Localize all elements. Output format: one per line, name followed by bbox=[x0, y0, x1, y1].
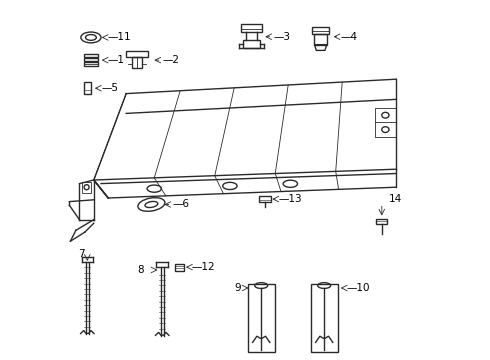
Bar bbox=[82, 182, 91, 193]
Bar bbox=[311, 284, 338, 352]
Text: —12: —12 bbox=[192, 262, 215, 272]
Bar bbox=[248, 284, 275, 352]
Bar bbox=[84, 54, 98, 57]
Bar bbox=[315, 34, 327, 45]
Bar bbox=[126, 51, 148, 57]
Text: —4: —4 bbox=[340, 32, 357, 42]
Text: 14: 14 bbox=[389, 194, 402, 204]
Bar bbox=[243, 40, 260, 48]
Text: —1: —1 bbox=[107, 55, 124, 65]
Bar bbox=[84, 82, 91, 94]
Bar bbox=[84, 58, 98, 61]
Text: 7: 7 bbox=[78, 249, 84, 259]
Text: —11: —11 bbox=[107, 32, 131, 42]
Bar bbox=[312, 27, 329, 34]
Bar bbox=[374, 108, 396, 137]
Text: —6: —6 bbox=[172, 199, 189, 210]
Text: —10: —10 bbox=[346, 283, 370, 293]
Bar bbox=[175, 264, 184, 271]
Bar bbox=[259, 196, 270, 202]
Text: 8: 8 bbox=[138, 265, 144, 275]
Text: 9: 9 bbox=[235, 283, 242, 293]
Bar bbox=[132, 57, 143, 68]
Bar bbox=[84, 62, 98, 66]
Text: —2: —2 bbox=[162, 55, 179, 65]
Text: —5: —5 bbox=[101, 83, 118, 93]
Text: —13: —13 bbox=[279, 194, 302, 204]
Bar bbox=[376, 219, 387, 224]
Bar bbox=[241, 24, 262, 32]
Text: —3: —3 bbox=[273, 32, 290, 42]
